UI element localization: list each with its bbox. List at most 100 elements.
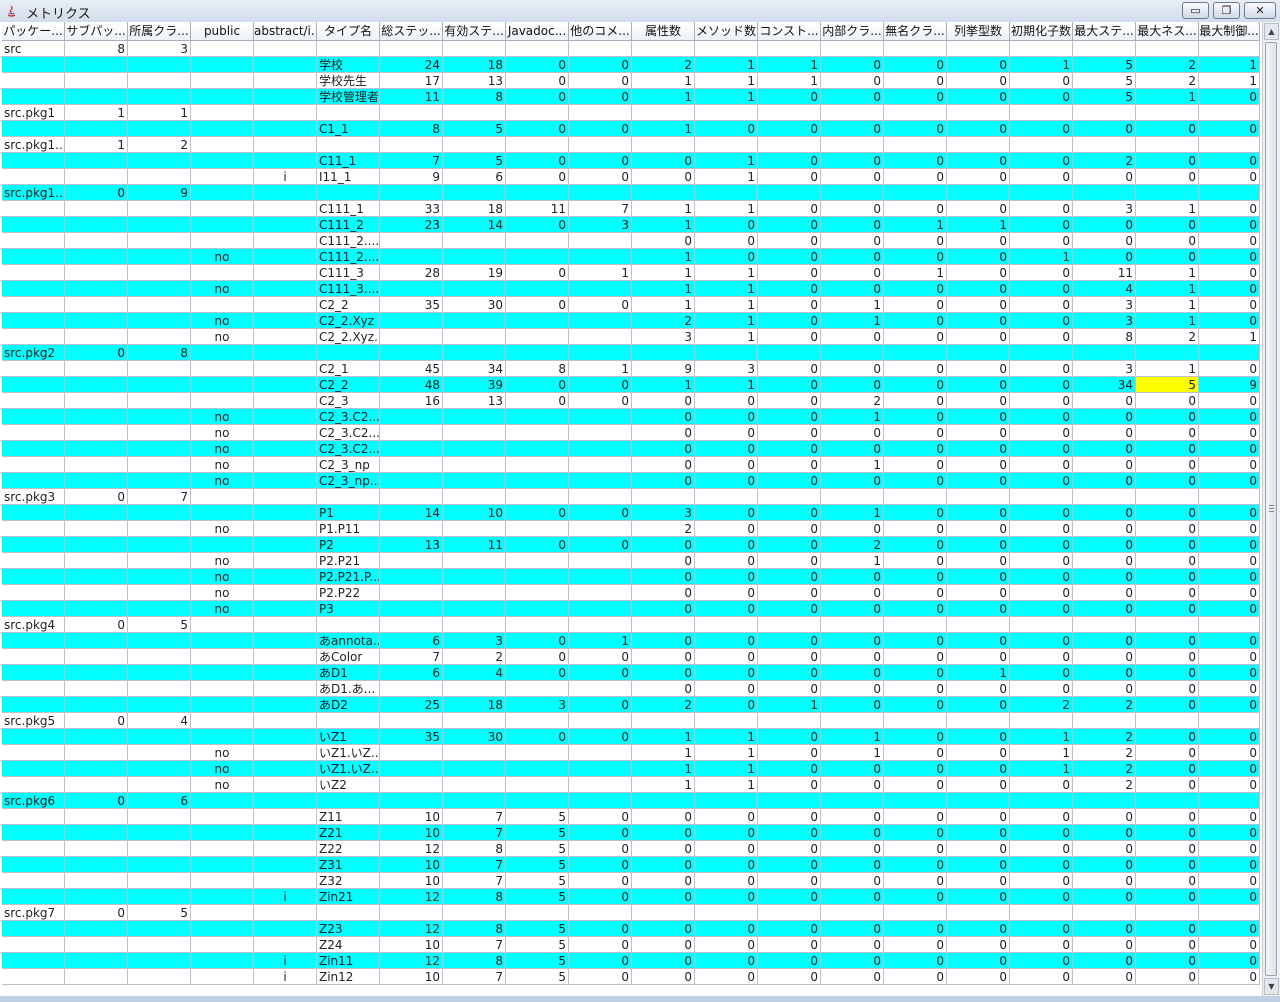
table-cell[interactable] xyxy=(2,121,65,137)
table-cell[interactable]: 1 xyxy=(632,121,695,137)
table-cell[interactable]: 0 xyxy=(1136,873,1199,889)
vertical-scrollbar[interactable]: ▲ ▼ xyxy=(1262,22,1280,996)
table-cell[interactable] xyxy=(443,137,506,153)
table-cell[interactable] xyxy=(380,521,443,537)
table-cell[interactable]: 0 xyxy=(758,585,821,601)
table-cell[interactable]: 0 xyxy=(947,681,1010,697)
table-cell[interactable]: 0 xyxy=(758,729,821,745)
table-cell[interactable]: 2 xyxy=(632,313,695,329)
table-cell[interactable]: 0 xyxy=(758,249,821,265)
table-cell[interactable]: 0 xyxy=(1010,377,1073,393)
table-cell[interactable]: 0 xyxy=(1010,665,1073,681)
table-cell[interactable]: 0 xyxy=(758,505,821,521)
table-cell[interactable] xyxy=(65,825,128,841)
table-cell[interactable]: 1 xyxy=(1199,73,1260,89)
table-cell[interactable]: 5 xyxy=(506,857,569,873)
table-row[interactable]: no C2_2.Xyz... 3 1 0 0 0 0 0 8 2 1 xyxy=(2,329,1260,345)
table-cell[interactable] xyxy=(65,57,128,73)
table-cell[interactable]: 0 xyxy=(821,873,884,889)
table-cell[interactable] xyxy=(2,313,65,329)
table-cell[interactable] xyxy=(317,617,380,633)
table-cell[interactable] xyxy=(254,697,317,713)
table-cell[interactable] xyxy=(380,457,443,473)
table-cell[interactable]: 2 xyxy=(632,521,695,537)
table-cell[interactable] xyxy=(128,521,191,537)
table-cell[interactable]: 0 xyxy=(1010,857,1073,873)
table-cell[interactable] xyxy=(2,601,65,617)
table-cell[interactable]: 0 xyxy=(821,265,884,281)
table-cell[interactable]: 0 xyxy=(947,329,1010,345)
table-cell[interactable] xyxy=(191,377,254,393)
table-cell[interactable] xyxy=(1136,793,1199,809)
table-cell[interactable]: 0 xyxy=(1136,809,1199,825)
table-cell[interactable] xyxy=(2,377,65,393)
table-cell[interactable]: 0 xyxy=(821,585,884,601)
table-cell[interactable] xyxy=(191,681,254,697)
table-cell[interactable] xyxy=(191,41,254,57)
table-cell[interactable] xyxy=(128,313,191,329)
table-cell[interactable] xyxy=(65,921,128,937)
table-cell[interactable] xyxy=(128,233,191,249)
table-cell[interactable] xyxy=(1199,489,1260,505)
table-cell[interactable]: 0 xyxy=(758,969,821,985)
table-cell[interactable]: 0 xyxy=(1199,745,1260,761)
table-cell[interactable]: 0 xyxy=(569,841,632,857)
table-cell[interactable]: 3 xyxy=(506,697,569,713)
table-cell[interactable]: 0 xyxy=(569,665,632,681)
table-cell[interactable]: 0 xyxy=(1010,777,1073,793)
table-cell[interactable]: 0 xyxy=(695,393,758,409)
table-cell[interactable] xyxy=(821,41,884,57)
table-cell[interactable]: 0 xyxy=(1073,585,1136,601)
table-cell[interactable] xyxy=(1199,905,1260,921)
scroll-down-button[interactable]: ▼ xyxy=(1264,978,1279,995)
table-cell[interactable] xyxy=(65,889,128,905)
table-cell[interactable] xyxy=(569,345,632,361)
table-cell[interactable]: 0 xyxy=(632,873,695,889)
table-cell[interactable] xyxy=(569,601,632,617)
table-cell[interactable] xyxy=(884,41,947,57)
table-cell[interactable]: 0 xyxy=(821,281,884,297)
table-cell[interactable] xyxy=(128,921,191,937)
table-cell[interactable]: 0 xyxy=(569,953,632,969)
table-cell[interactable] xyxy=(254,841,317,857)
table-cell[interactable]: 0 xyxy=(758,953,821,969)
table-cell[interactable]: 0 xyxy=(1010,809,1073,825)
table-cell[interactable] xyxy=(65,89,128,105)
table-cell[interactable]: 0 xyxy=(506,729,569,745)
table-cell[interactable] xyxy=(254,425,317,441)
table-row[interactable]: C111_3 28 19 0 1 1 1 0 0 1 0 0 11 1 0 xyxy=(2,265,1260,281)
table-cell[interactable] xyxy=(254,761,317,777)
table-cell[interactable]: 0 xyxy=(758,521,821,537)
table-cell[interactable]: 13 xyxy=(443,73,506,89)
table-row[interactable]: src.pkg1.... 1 2 xyxy=(2,137,1260,153)
table-cell[interactable] xyxy=(128,57,191,73)
table-cell[interactable]: 0 xyxy=(1010,409,1073,425)
table-cell[interactable] xyxy=(947,793,1010,809)
table-cell[interactable]: 0 xyxy=(947,809,1010,825)
table-cell[interactable]: 10 xyxy=(380,809,443,825)
table-cell[interactable] xyxy=(2,585,65,601)
table-cell[interactable]: 0 xyxy=(1136,441,1199,457)
table-cell[interactable] xyxy=(317,137,380,153)
table-cell[interactable]: 0 xyxy=(947,409,1010,425)
table-cell[interactable] xyxy=(254,233,317,249)
table-cell[interactable]: 0 xyxy=(1073,457,1136,473)
table-cell[interactable] xyxy=(65,377,128,393)
table-cell[interactable]: 0 xyxy=(821,761,884,777)
table-cell[interactable] xyxy=(65,873,128,889)
table-cell[interactable]: 0 xyxy=(947,841,1010,857)
table-cell[interactable]: 0 xyxy=(1136,121,1199,137)
table-cell[interactable]: 0 xyxy=(1010,473,1073,489)
table-cell[interactable]: C111_3 xyxy=(317,265,380,281)
table-cell[interactable] xyxy=(821,345,884,361)
column-header[interactable]: Javadoc... xyxy=(506,22,569,41)
table-cell[interactable]: 0 xyxy=(1073,505,1136,521)
table-cell[interactable] xyxy=(506,425,569,441)
table-cell[interactable]: 0 xyxy=(821,841,884,857)
table-cell[interactable]: 5 xyxy=(443,153,506,169)
table-cell[interactable] xyxy=(2,89,65,105)
table-cell[interactable]: 0 xyxy=(758,937,821,953)
table-cell[interactable] xyxy=(758,137,821,153)
table-cell[interactable]: 0 xyxy=(1199,409,1260,425)
table-cell[interactable]: 3 xyxy=(443,633,506,649)
